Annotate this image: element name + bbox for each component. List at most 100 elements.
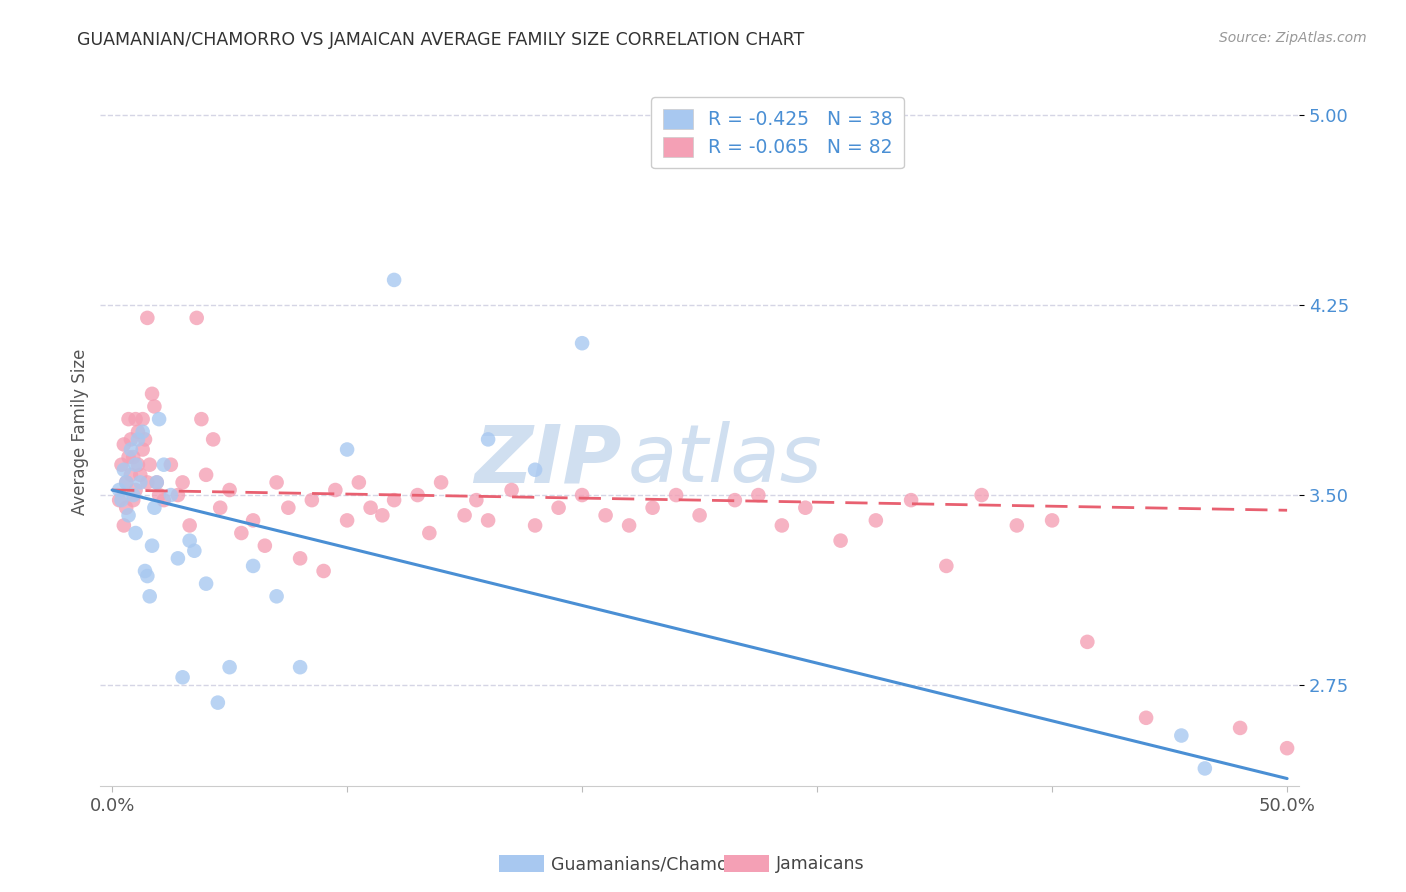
- Point: [325, 483, 347, 497]
- Point: [465, 493, 488, 508]
- Point: [141, 387, 163, 401]
- Point: [172, 670, 194, 684]
- Point: [665, 488, 688, 502]
- Point: [122, 493, 145, 508]
- Point: [115, 500, 138, 515]
- Point: [127, 458, 149, 472]
- Point: [1170, 729, 1192, 743]
- Text: Jamaicans: Jamaicans: [776, 855, 865, 873]
- Point: [524, 463, 547, 477]
- Point: [172, 475, 194, 490]
- Point: [110, 493, 132, 508]
- Point: [218, 660, 240, 674]
- Point: [231, 526, 253, 541]
- Point: [242, 558, 264, 573]
- Point: [153, 458, 176, 472]
- Point: [1135, 711, 1157, 725]
- Point: [617, 518, 640, 533]
- Point: [1229, 721, 1251, 735]
- Point: [186, 310, 208, 325]
- Point: [148, 412, 170, 426]
- Text: Guamanians/Chamorros: Guamanians/Chamorros: [551, 855, 762, 873]
- Point: [288, 660, 311, 674]
- Point: [143, 500, 166, 515]
- Point: [288, 551, 311, 566]
- Point: [120, 433, 142, 447]
- Point: [143, 400, 166, 414]
- Point: [195, 576, 218, 591]
- Point: [935, 558, 957, 573]
- Point: [747, 488, 769, 502]
- Point: [371, 508, 394, 523]
- Legend: R = -0.425   N = 38, R = -0.065   N = 82: R = -0.425 N = 38, R = -0.065 N = 82: [651, 97, 904, 169]
- Point: [120, 442, 142, 457]
- Point: [336, 513, 359, 527]
- Point: [689, 508, 711, 523]
- Point: [477, 433, 499, 447]
- Point: [830, 533, 852, 548]
- Point: [218, 483, 240, 497]
- Point: [112, 463, 135, 477]
- Point: [266, 475, 288, 490]
- Point: [277, 500, 299, 515]
- Point: [124, 412, 146, 426]
- Point: [242, 513, 264, 527]
- Point: [209, 500, 232, 515]
- Point: [183, 543, 205, 558]
- Point: [179, 533, 201, 548]
- Point: [153, 493, 176, 508]
- Point: [360, 500, 382, 515]
- Point: [145, 475, 167, 490]
- Point: [1076, 635, 1098, 649]
- Point: [131, 412, 153, 426]
- Point: [115, 475, 138, 490]
- Point: [477, 513, 499, 527]
- Point: [501, 483, 523, 497]
- Point: [124, 483, 146, 497]
- Point: [195, 467, 218, 482]
- Point: [167, 488, 190, 502]
- Point: [641, 500, 664, 515]
- Point: [112, 518, 135, 533]
- Point: [547, 500, 569, 515]
- Point: [794, 500, 817, 515]
- Point: [115, 475, 138, 490]
- Point: [117, 508, 139, 523]
- Point: [524, 518, 547, 533]
- Point: [160, 488, 183, 502]
- Text: ZIP: ZIP: [474, 421, 621, 500]
- Point: [117, 450, 139, 464]
- Point: [108, 483, 131, 497]
- Point: [382, 273, 405, 287]
- Point: [1194, 761, 1216, 775]
- Point: [138, 458, 160, 472]
- Point: [179, 518, 201, 533]
- Point: [134, 564, 156, 578]
- Point: [145, 475, 167, 490]
- Text: atlas: atlas: [627, 421, 823, 500]
- Point: [770, 518, 793, 533]
- Point: [131, 442, 153, 457]
- Point: [129, 467, 152, 482]
- Point: [724, 493, 747, 508]
- Point: [1005, 518, 1028, 533]
- Point: [127, 433, 149, 447]
- Point: [418, 526, 440, 541]
- Point: [253, 539, 276, 553]
- Point: [110, 458, 132, 472]
- Y-axis label: Average Family Size: Average Family Size: [72, 349, 89, 515]
- Point: [382, 493, 405, 508]
- Point: [160, 458, 183, 472]
- Point: [136, 569, 159, 583]
- Point: [124, 526, 146, 541]
- Point: [141, 539, 163, 553]
- Point: [1040, 513, 1063, 527]
- Point: [301, 493, 323, 508]
- Point: [207, 696, 229, 710]
- Point: [900, 493, 922, 508]
- Point: [108, 493, 131, 508]
- Point: [138, 590, 160, 604]
- Point: [120, 467, 142, 482]
- Point: [136, 310, 159, 325]
- Point: [865, 513, 887, 527]
